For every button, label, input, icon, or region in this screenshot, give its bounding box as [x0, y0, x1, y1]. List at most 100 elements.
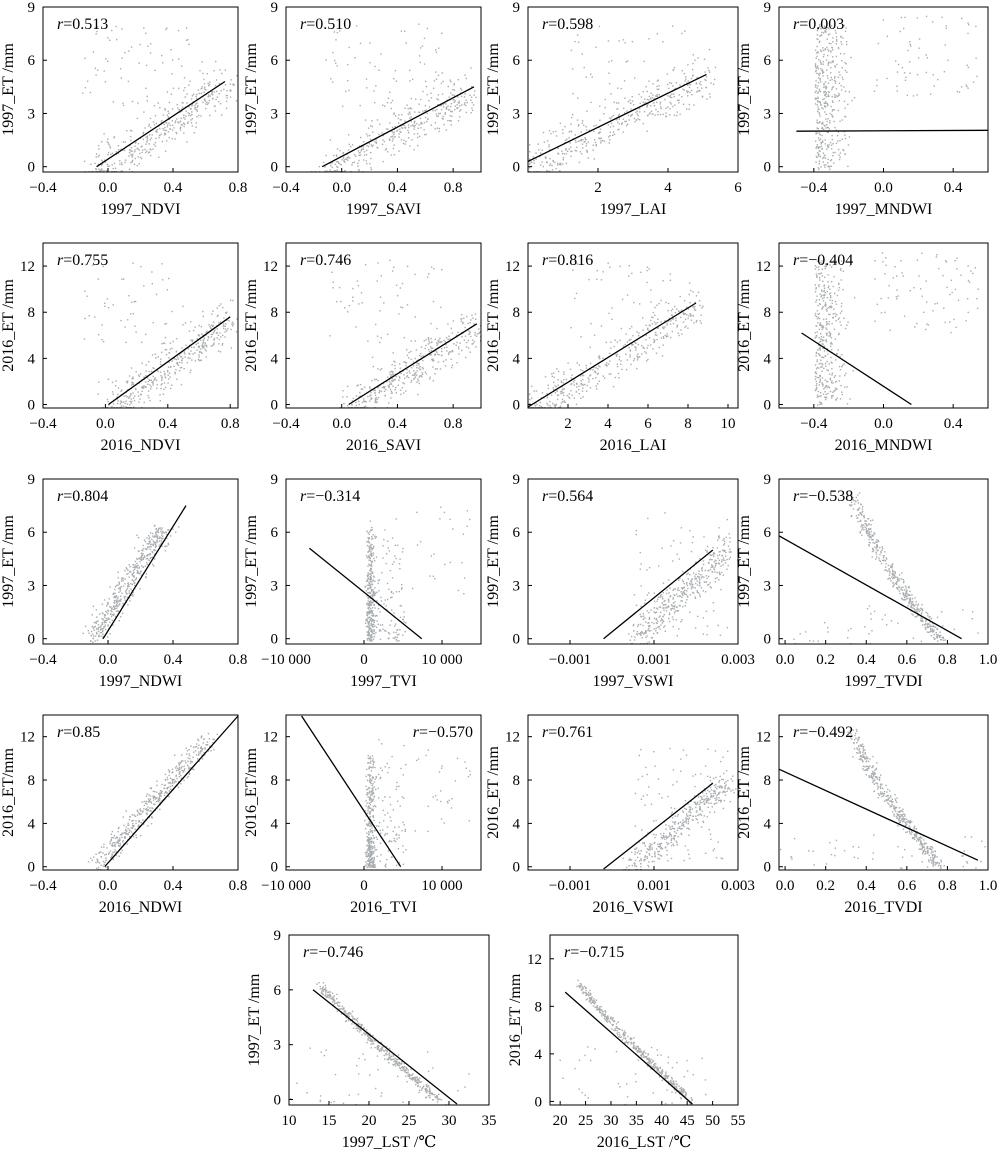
data-point	[828, 128, 831, 130]
x-tick-label: 0	[360, 652, 368, 668]
data-point	[450, 124, 452, 126]
data-point	[381, 572, 383, 574]
data-point	[204, 99, 206, 101]
data-point	[107, 378, 110, 380]
data-point	[816, 146, 818, 148]
data-point	[405, 622, 407, 624]
data-point	[667, 95, 669, 97]
data-point	[373, 592, 375, 594]
data-point	[836, 388, 838, 390]
data-point	[388, 588, 390, 590]
data-point	[830, 165, 832, 167]
data-point	[831, 374, 833, 376]
data-point	[814, 265, 816, 267]
data-point	[215, 60, 217, 63]
data-point	[585, 139, 587, 141]
data-point	[98, 636, 100, 638]
data-point	[368, 602, 371, 605]
data-point	[832, 317, 834, 319]
data-point	[818, 313, 820, 315]
data-point	[336, 148, 339, 150]
data-point	[441, 354, 443, 357]
data-point	[538, 405, 541, 407]
data-point	[708, 93, 711, 95]
data-point	[831, 60, 833, 62]
data-point	[196, 109, 198, 111]
data-point	[820, 141, 822, 144]
data-point	[218, 305, 220, 307]
data-point	[690, 77, 693, 80]
data-point	[198, 359, 201, 362]
data-point	[587, 157, 589, 159]
data-point	[660, 321, 662, 323]
data-point	[817, 147, 820, 150]
data-point	[617, 115, 620, 117]
data-point	[594, 370, 596, 373]
data-point	[427, 276, 429, 278]
data-point	[818, 273, 820, 275]
data-point	[568, 148, 570, 150]
data-point	[163, 382, 166, 384]
data-point	[876, 84, 878, 87]
data-point	[344, 158, 347, 160]
data-point	[451, 332, 453, 334]
data-point	[827, 146, 830, 148]
data-point	[106, 398, 109, 401]
data-point	[828, 95, 830, 98]
data-point	[456, 362, 458, 364]
data-point	[393, 360, 395, 362]
data-point	[829, 373, 831, 375]
data-point	[369, 556, 371, 558]
data-point	[687, 83, 689, 86]
data-point	[374, 398, 377, 400]
data-point	[824, 303, 827, 306]
scatter-points	[529, 261, 704, 409]
data-point	[107, 142, 110, 144]
data-point	[390, 390, 393, 393]
data-point	[164, 336, 167, 339]
data-point	[960, 274, 962, 276]
data-point	[435, 78, 438, 80]
data-point	[200, 359, 203, 361]
data-point	[642, 91, 644, 93]
data-point	[728, 551, 731, 553]
data-point	[188, 106, 190, 108]
data-point	[814, 284, 816, 286]
data-point	[451, 94, 453, 96]
data-point	[148, 535, 150, 537]
data-point	[409, 69, 411, 72]
data-point	[134, 149, 136, 151]
data-point	[666, 333, 668, 335]
data-point	[726, 627, 729, 629]
data-point	[370, 571, 372, 573]
data-point	[595, 144, 597, 146]
data-point	[127, 319, 129, 321]
data-point	[130, 135, 132, 138]
data-point	[365, 78, 368, 80]
data-point	[580, 375, 582, 377]
data-point	[921, 295, 923, 297]
data-point	[441, 117, 443, 120]
data-point	[647, 629, 649, 632]
data-point	[599, 105, 601, 107]
data-point	[152, 544, 155, 547]
data-point	[383, 538, 385, 541]
data-point	[430, 349, 433, 352]
data-point	[115, 380, 117, 382]
data-point	[823, 86, 825, 89]
data-point	[542, 131, 545, 134]
data-point	[402, 618, 404, 621]
data-point	[819, 375, 821, 378]
data-point	[653, 617, 656, 620]
data-point	[675, 82, 678, 84]
data-point	[676, 99, 679, 102]
data-point	[693, 307, 695, 309]
data-point	[582, 147, 584, 149]
data-point	[460, 95, 463, 98]
data-point	[815, 325, 818, 327]
x-axis-label: 1997_NDWI	[99, 673, 183, 690]
data-point	[886, 35, 888, 37]
data-point	[218, 82, 221, 85]
data-point	[831, 110, 834, 112]
